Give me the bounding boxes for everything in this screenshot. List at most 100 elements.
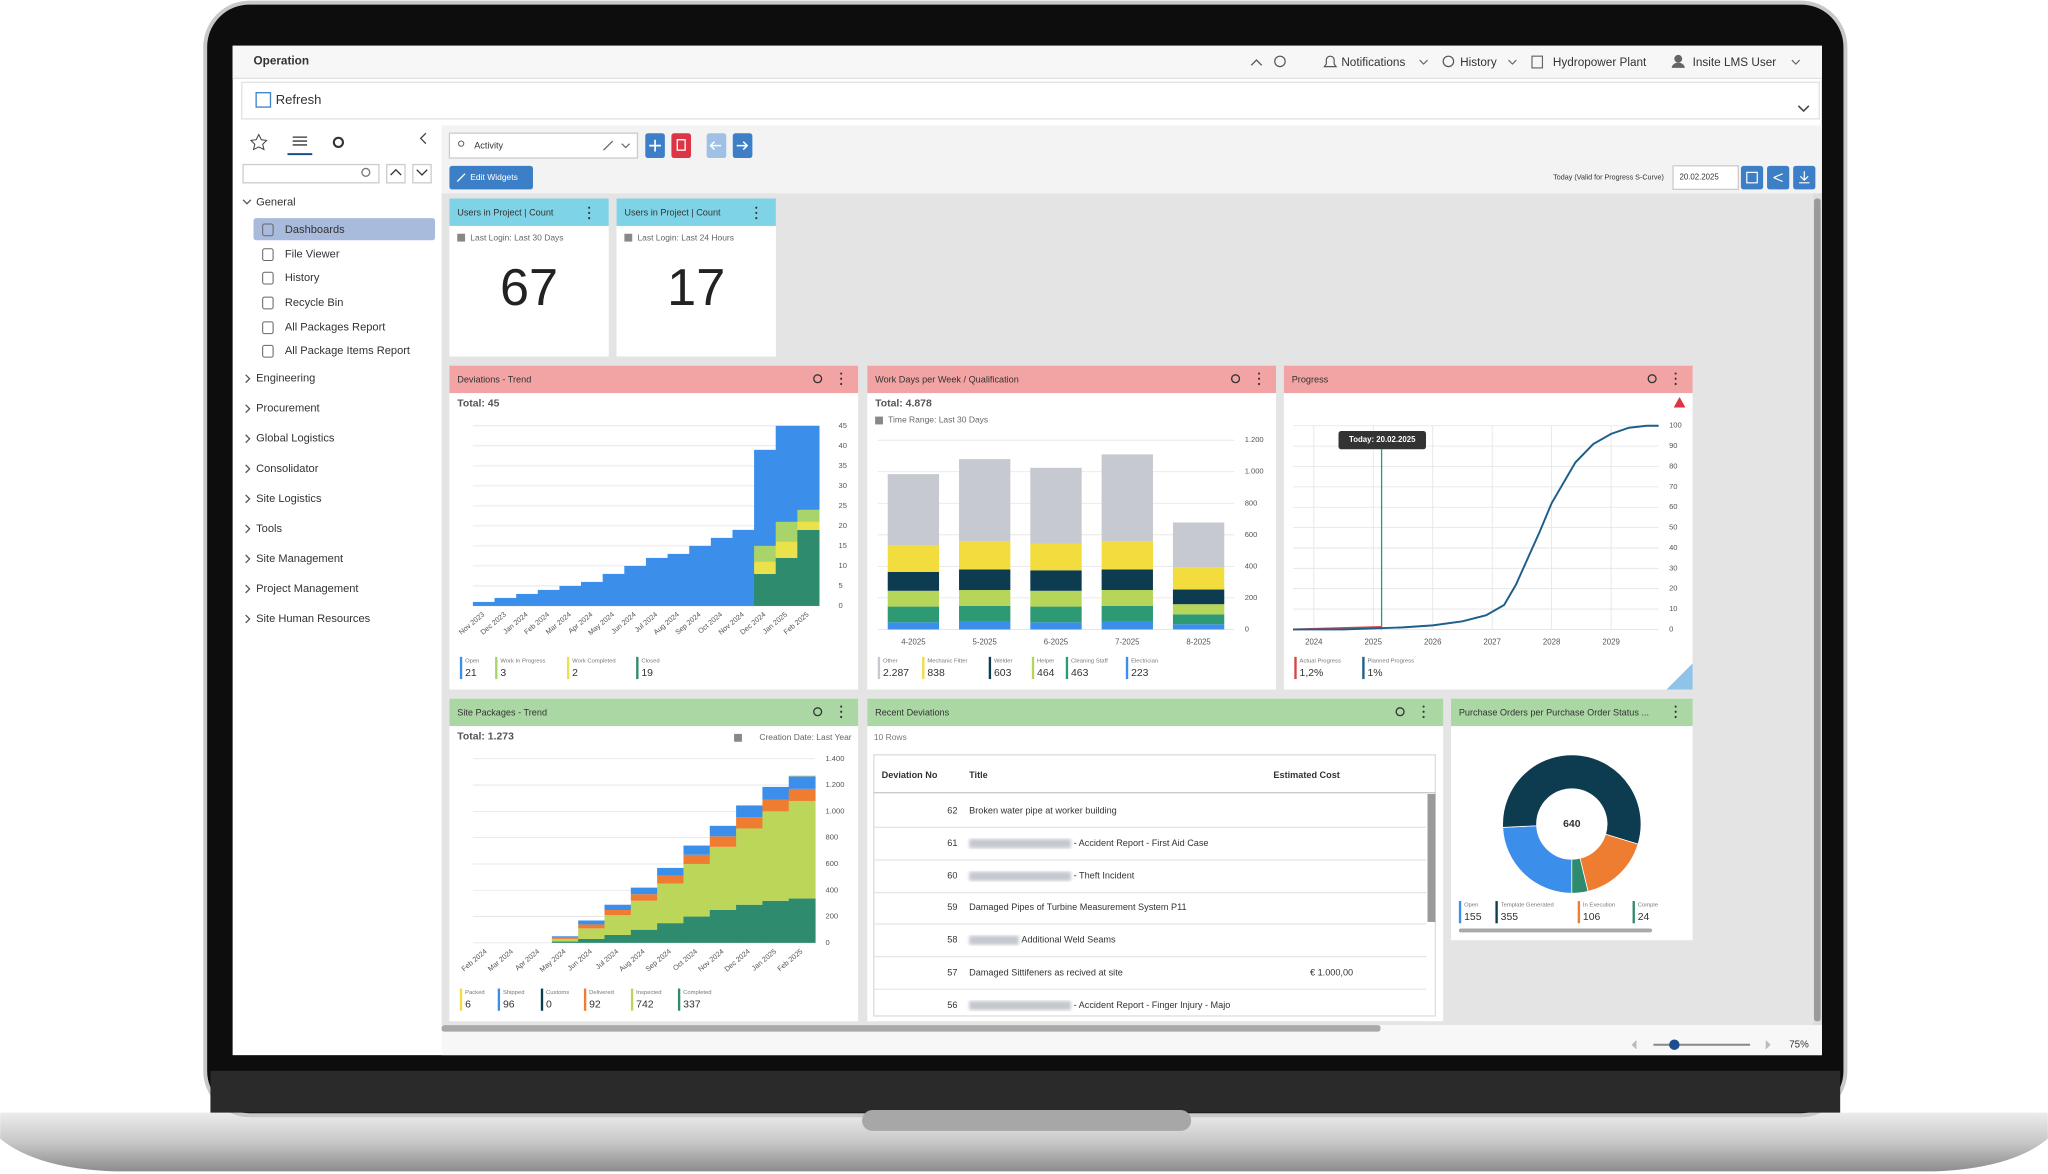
legend-swatch xyxy=(677,988,681,1011)
edit-widgets-button[interactable] xyxy=(449,165,533,190)
sidebar-group[interactable]: General xyxy=(256,196,295,208)
sidebar-section[interactable]: Site Logistics xyxy=(256,493,322,505)
user-menu[interactable]: Insite LMS User xyxy=(1693,56,1777,69)
sidebar-item[interactable]: All Packages Report xyxy=(285,322,386,334)
y-tick-label: 0 xyxy=(1669,624,1673,633)
history-menu[interactable]: History xyxy=(1460,56,1497,69)
calendar-button[interactable] xyxy=(1740,165,1764,190)
legend-label[interactable]: Shipped xyxy=(503,990,525,996)
legend-label[interactable]: Other xyxy=(883,658,898,664)
area-step xyxy=(683,863,711,917)
collapse-sidebar[interactable] xyxy=(419,132,427,145)
sidebar-section[interactable]: Site Management xyxy=(256,553,343,565)
sidebar-section[interactable]: Consolidator xyxy=(256,463,319,475)
search-input[interactable] xyxy=(242,163,380,184)
zoom-out[interactable] xyxy=(1631,1040,1637,1050)
widget-title: Work Days per Week / Qualification xyxy=(875,374,1019,384)
chevron xyxy=(242,199,252,205)
collapse-icon[interactable] xyxy=(1250,59,1263,66)
legend-label[interactable]: Open xyxy=(1464,903,1478,909)
legend-label[interactable]: In Execution xyxy=(1583,903,1615,909)
chevron xyxy=(416,169,428,176)
menu-tab[interactable] xyxy=(292,136,308,146)
legend-label[interactable]: Open xyxy=(465,658,479,664)
deviation-title[interactable]: - Accident Report - First Aid Case xyxy=(1074,838,1209,848)
date-input[interactable] xyxy=(1672,165,1739,191)
legend-scroll[interactable] xyxy=(1458,928,1653,933)
legend-label[interactable]: Comple xyxy=(1638,903,1658,909)
legend-label[interactable]: Customs xyxy=(546,990,569,996)
expand-icon[interactable] xyxy=(1797,105,1810,113)
sidebar-section[interactable]: Procurement xyxy=(256,403,320,415)
sidebar-item[interactable]: Recycle Bin xyxy=(285,297,344,309)
deviation-title[interactable]: Broken water pipe at worker building xyxy=(969,805,1117,815)
info-icon[interactable] xyxy=(1274,55,1286,68)
deviation-title[interactable]: - Accident Report - Finger Injury - Majo xyxy=(1074,1000,1231,1010)
legend-label[interactable]: Cleaning Staff xyxy=(1071,658,1108,664)
legend-label[interactable]: Closed xyxy=(641,658,659,664)
legend-swatch xyxy=(566,656,570,680)
legend-label[interactable]: Work In Progress xyxy=(500,658,545,664)
search-icon[interactable] xyxy=(813,374,823,384)
legend-label[interactable]: Template Generated xyxy=(1501,903,1554,909)
sidebar-item[interactable]: All Package Items Report xyxy=(285,345,410,357)
sidebar-section[interactable]: Tools xyxy=(256,523,282,535)
legend-label[interactable]: Actual Progress xyxy=(1300,658,1341,664)
zoom-in[interactable] xyxy=(1765,1040,1771,1050)
settings-tab[interactable] xyxy=(332,136,345,148)
view-selector[interactable] xyxy=(448,132,639,159)
legend-label[interactable]: Inspected xyxy=(636,990,661,996)
widget-header xyxy=(616,198,776,226)
legend-label[interactable]: Completed xyxy=(683,990,711,996)
expand-all[interactable] xyxy=(412,163,432,184)
sidebar-section[interactable]: Global Logistics xyxy=(256,433,335,445)
zoom-knob[interactable] xyxy=(1669,1039,1680,1050)
delete-button[interactable] xyxy=(671,133,691,159)
favorites-tab[interactable] xyxy=(249,133,268,151)
collapse-all[interactable] xyxy=(386,163,406,184)
share-button[interactable] xyxy=(1767,165,1790,190)
deviation-title[interactable]: Damaged Sittifeners as recived at site xyxy=(969,967,1123,977)
sidebar-item[interactable]: History xyxy=(285,272,320,284)
area-step xyxy=(762,900,790,943)
horizontal-scroll-thumb[interactable] xyxy=(441,1025,1381,1032)
chevron xyxy=(245,404,251,414)
y-tick-label: 400 xyxy=(1245,561,1258,570)
sidebar-section[interactable]: Engineering xyxy=(256,373,315,385)
legend-label[interactable]: Welder xyxy=(994,658,1013,664)
search-icon[interactable] xyxy=(1230,374,1241,384)
legend-label[interactable]: Mechanic Fitter xyxy=(927,658,967,664)
legend-label[interactable]: Helper xyxy=(1037,658,1054,664)
sidebar-section[interactable]: Project Management xyxy=(256,583,358,595)
legend-label[interactable]: Work Completed xyxy=(572,658,616,664)
tab-title[interactable]: Operation xyxy=(254,54,310,67)
notifications[interactable]: Notifications xyxy=(1341,56,1405,69)
deviation-no: 59 xyxy=(947,902,957,912)
search-icon[interactable] xyxy=(813,707,823,717)
table-scroll-thumb[interactable] xyxy=(1427,793,1436,922)
bar-segment xyxy=(887,571,940,591)
sidebar-item[interactable]: File Viewer xyxy=(285,249,340,261)
search-icon[interactable] xyxy=(1647,374,1657,384)
refresh-button[interactable]: Refresh xyxy=(276,92,322,107)
laptop-notch xyxy=(862,1110,1192,1131)
edit-icon[interactable] xyxy=(603,140,614,151)
legend-swatch xyxy=(1577,901,1581,924)
filter-corner[interactable] xyxy=(1666,663,1693,690)
scroll-thumb[interactable] xyxy=(1814,198,1821,1022)
deviation-title[interactable]: Additional Weld Seams xyxy=(1021,935,1116,945)
deviation-title[interactable]: Damaged Pipes of Turbine Measurement Sys… xyxy=(969,902,1186,912)
sidebar-section[interactable]: Site Human Resources xyxy=(256,613,371,625)
chart-total: Total: 1.273 xyxy=(457,731,514,742)
deviation-title[interactable]: - Theft Incident xyxy=(1074,871,1135,881)
y-tick-label: 20 xyxy=(839,521,847,530)
search-icon[interactable] xyxy=(1395,707,1405,717)
legend-label[interactable]: Delivered xyxy=(589,990,614,996)
bar-segment xyxy=(1101,605,1153,622)
legend-label[interactable]: Electrician xyxy=(1131,658,1158,664)
area-step xyxy=(709,909,737,943)
sidebar-item[interactable]: Dashboards xyxy=(285,224,345,236)
legend-label[interactable]: Packed xyxy=(465,990,485,996)
legend-label[interactable]: Planned Progress xyxy=(1367,658,1414,664)
plant-selector[interactable]: Hydropower Plant xyxy=(1553,56,1647,69)
